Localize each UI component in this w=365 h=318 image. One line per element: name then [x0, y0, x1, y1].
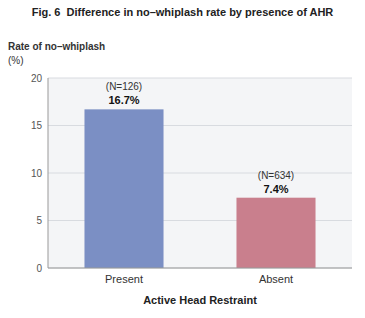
- bar: [84, 109, 163, 268]
- chart: Fig. 6 Difference in no–whiplash rate by…: [0, 0, 365, 318]
- y-axis-line: [48, 78, 49, 268]
- x-axis-label: Active Head Restraint: [143, 294, 257, 306]
- x-axis-line: [48, 268, 352, 269]
- data-label: 7.4%: [263, 183, 288, 195]
- data-label: 16.7%: [108, 94, 139, 106]
- y-axis-label: Rate of no–whiplash: [8, 41, 105, 52]
- title: Fig. 6 Difference in no–whiplash rate by…: [32, 6, 334, 18]
- grid-line: [48, 268, 352, 269]
- bars: [84, 109, 315, 268]
- y-tick-label: 15: [31, 120, 43, 131]
- plot-background: [48, 78, 352, 268]
- bar: [236, 198, 315, 268]
- annotation: (N=634): [258, 170, 294, 181]
- annotation: (N=126): [106, 81, 142, 92]
- x-tick-label: Present: [105, 273, 143, 285]
- y-tick-label: 10: [31, 168, 43, 179]
- y-tick-label: 5: [36, 215, 42, 226]
- x-tick-label: Absent: [259, 273, 293, 285]
- y-axis-unit: (%): [8, 55, 24, 66]
- grid-line: [48, 78, 352, 79]
- y-tick-label: 0: [36, 263, 42, 274]
- y-tick-label: 20: [31, 73, 43, 84]
